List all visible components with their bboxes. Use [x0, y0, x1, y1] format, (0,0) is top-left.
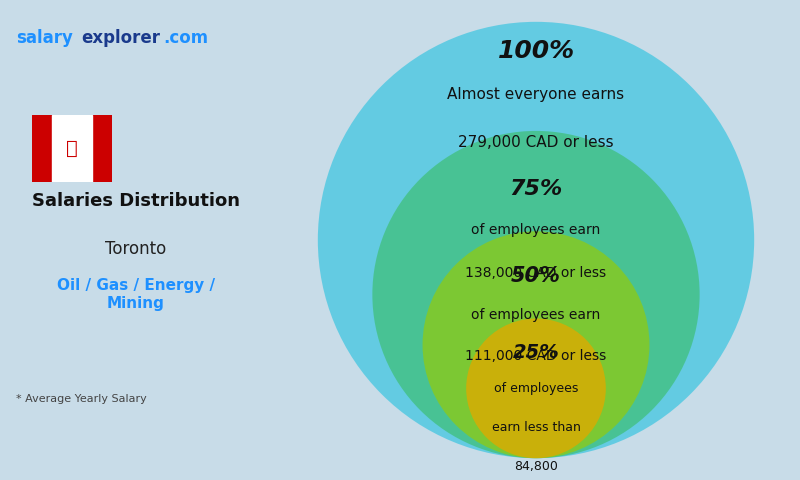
Text: Salaries Distribution: Salaries Distribution	[32, 192, 240, 210]
Text: of employees earn: of employees earn	[471, 223, 601, 237]
Circle shape	[372, 131, 700, 458]
Text: 84,800: 84,800	[514, 460, 558, 473]
Bar	[92, 115, 112, 182]
Text: of employees: of employees	[494, 382, 578, 395]
Circle shape	[318, 22, 754, 458]
Bar	[52, 115, 92, 182]
Text: salary: salary	[16, 29, 73, 47]
Text: 25%: 25%	[513, 343, 559, 361]
Text: Oil / Gas / Energy /
Mining: Oil / Gas / Energy / Mining	[57, 278, 215, 311]
Text: Almost everyone earns: Almost everyone earns	[447, 87, 625, 102]
Text: 50%: 50%	[511, 266, 561, 286]
Text: 138,000 CAD or less: 138,000 CAD or less	[466, 266, 606, 280]
Circle shape	[466, 319, 606, 458]
Text: Toronto: Toronto	[106, 240, 166, 258]
Text: earn less than: earn less than	[491, 421, 581, 434]
Text: * Average Yearly Salary: * Average Yearly Salary	[16, 394, 146, 404]
Text: explorer: explorer	[82, 29, 161, 47]
Text: 🍁: 🍁	[66, 139, 78, 158]
Text: 100%: 100%	[498, 39, 574, 63]
Text: 279,000 CAD or less: 279,000 CAD or less	[458, 135, 614, 150]
Text: 111,000 CAD or less: 111,000 CAD or less	[466, 349, 606, 363]
Text: .com: .com	[163, 29, 208, 47]
Text: 75%: 75%	[510, 179, 562, 199]
Bar	[32, 115, 52, 182]
Text: of employees earn: of employees earn	[471, 308, 601, 322]
Circle shape	[422, 231, 650, 458]
